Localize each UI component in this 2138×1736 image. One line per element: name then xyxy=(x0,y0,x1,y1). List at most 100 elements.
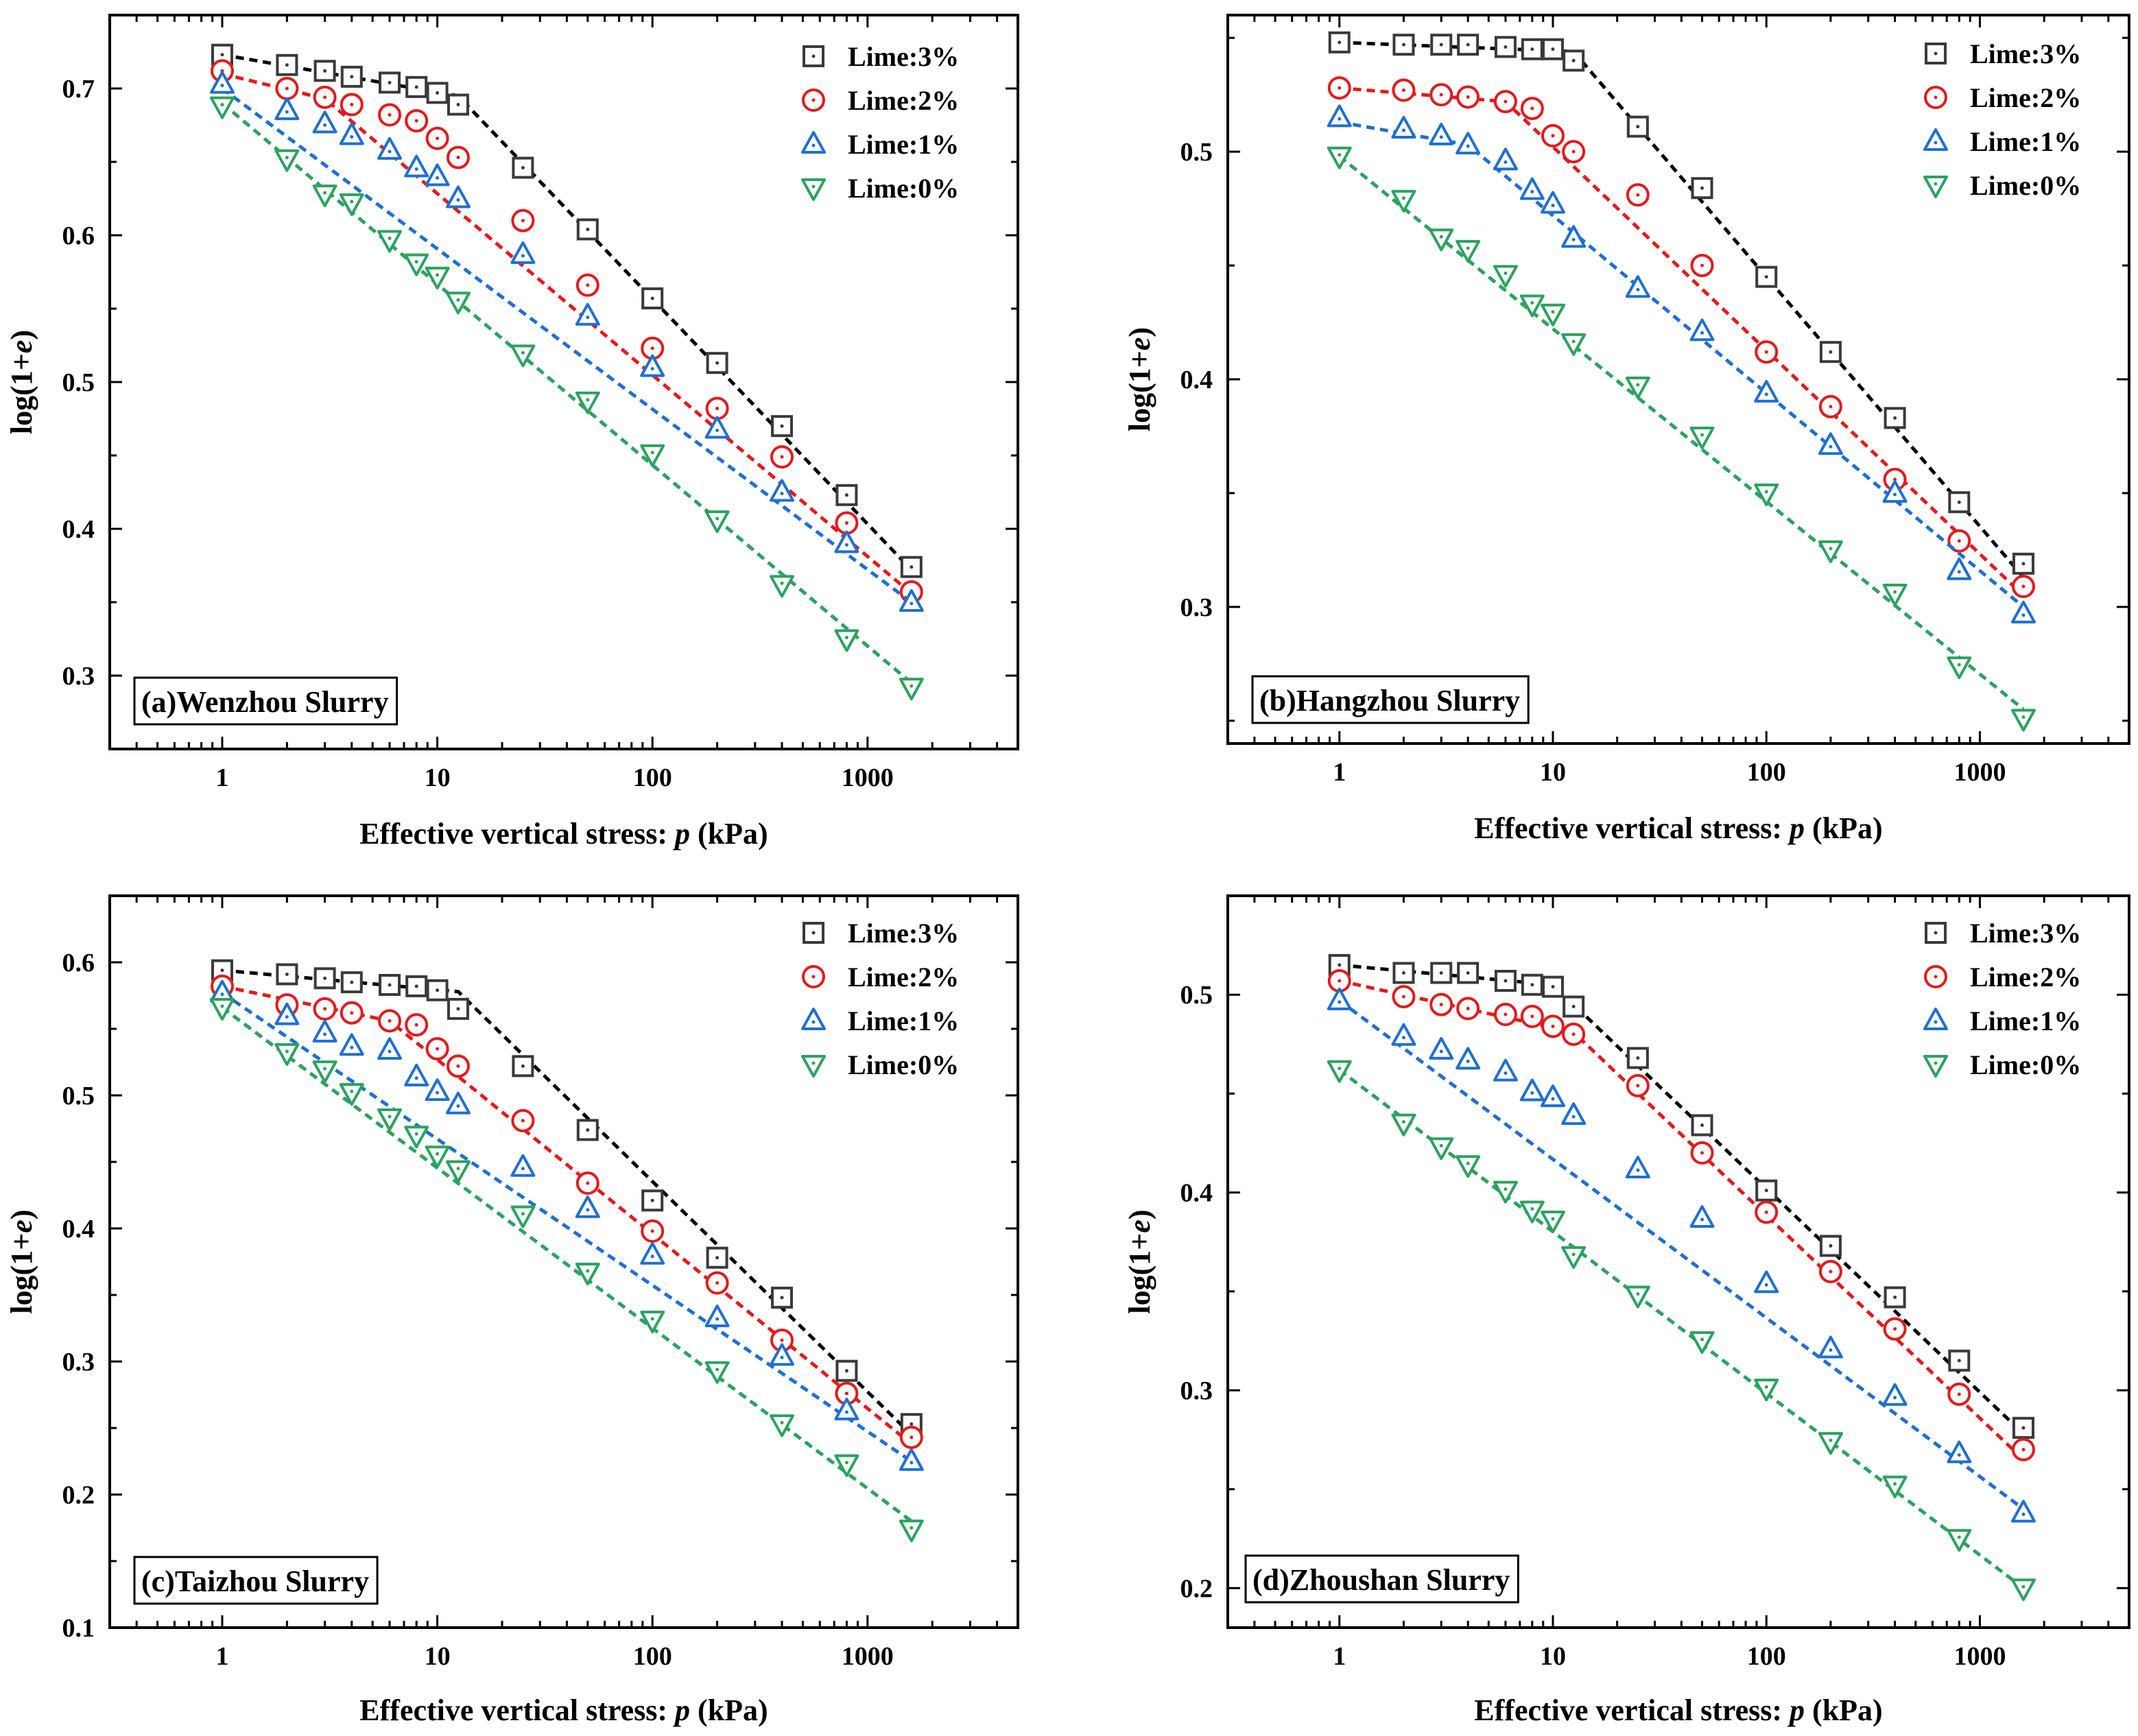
y-axis: 0.3 0.4 0.5 xyxy=(1180,36,2129,722)
y-tick-label: 0.4 xyxy=(1180,366,1213,394)
series-lime-2 xyxy=(1327,76,2035,599)
data-point-triangle-down xyxy=(312,1060,337,1084)
data-point-circle xyxy=(313,997,337,1021)
data-point-triangle-up xyxy=(1540,191,1565,214)
legend-marker-circle xyxy=(802,88,825,112)
data-point-square xyxy=(405,975,428,997)
data-point-circle xyxy=(1392,985,1416,1009)
series-lime-3 xyxy=(1328,31,2034,579)
y-tick-label: 0.2 xyxy=(1180,1574,1213,1603)
data-point-circle xyxy=(511,1108,535,1132)
data-point-triangle-up xyxy=(834,530,859,554)
y-tick-label: 0.3 xyxy=(62,662,95,691)
data-point-triangle-down xyxy=(640,1310,665,1333)
legend-marker-circle xyxy=(1924,965,1947,988)
fit-line xyxy=(1339,40,2025,579)
data-point-circle xyxy=(275,77,299,100)
data-point-square xyxy=(1755,265,1778,288)
data-point-circle xyxy=(1520,1004,1544,1028)
fit-line xyxy=(221,1006,913,1523)
panel-title-text: (d)Zhoushan Slurry xyxy=(1252,1563,1510,1597)
panel-title-text: (b)Hangzhou Slurry xyxy=(1259,684,1520,717)
series-lime-3 xyxy=(211,43,923,578)
data-point-triangle-down xyxy=(425,1145,450,1169)
data-point-circle xyxy=(835,511,859,535)
series-lime-1 xyxy=(209,979,924,1471)
data-point-triangle-down xyxy=(377,230,403,253)
data-point-triangle-up xyxy=(770,479,795,502)
legend-marker-triangle-down xyxy=(801,1055,826,1078)
data-point-circle xyxy=(340,93,364,117)
y-tick-label: 0.5 xyxy=(62,1082,95,1110)
data-point-triangle-up xyxy=(425,163,450,187)
data-point-triangle-down xyxy=(1689,1331,1715,1354)
data-point-triangle-down xyxy=(1754,1379,1779,1402)
data-point-square xyxy=(1328,31,1351,53)
panel-title-box xyxy=(1251,675,1530,724)
data-point-triangle-down xyxy=(1391,1113,1416,1137)
data-point-triangle-down xyxy=(445,292,471,315)
legend-label: Lime:2% xyxy=(848,962,959,992)
data-point-square xyxy=(1819,1235,1842,1257)
data-point-circle xyxy=(1818,394,1842,418)
y-tick-label: 0.4 xyxy=(1180,1179,1213,1208)
data-point-triangle-down xyxy=(899,678,924,701)
data-point-square xyxy=(1392,962,1415,984)
data-point-circle xyxy=(446,1054,470,1078)
y-tick-label: 0.5 xyxy=(62,368,95,397)
data-point-square xyxy=(706,352,728,374)
data-point-square xyxy=(426,82,449,104)
legend-marker-triangle-down xyxy=(1923,1055,1948,1078)
panel-title: (c)Taizhou Slurry xyxy=(133,1556,379,1605)
series-lime-0 xyxy=(209,96,924,701)
data-point-triangle-up xyxy=(1561,1102,1587,1126)
data-point-circle xyxy=(1562,140,1586,164)
x-tick-label: 10 xyxy=(1540,758,1566,787)
data-point-square xyxy=(1563,49,1585,72)
series-lime-2 xyxy=(1327,969,2035,1462)
data-point-triangle-up xyxy=(1456,1047,1481,1070)
data-point-triangle-down xyxy=(274,1043,300,1066)
data-point-square xyxy=(426,979,449,1001)
data-point-circle xyxy=(641,336,665,360)
data-point-square xyxy=(1884,1286,1906,1309)
data-point-triangle-down xyxy=(1754,483,1779,506)
data-point-triangle-down xyxy=(2010,1578,2036,1602)
data-point-square xyxy=(706,1246,728,1269)
data-point-triangle-down xyxy=(404,1126,429,1149)
panel-title-box xyxy=(133,676,399,726)
x-tick-label: 1 xyxy=(1333,758,1346,787)
chart-panel-a-wenzhou-slurry: 1 10 100 1000 0.3 0.4 0.5 0.6 0.7 Effective verti… xyxy=(5,14,1019,851)
data-point-square xyxy=(1430,962,1453,984)
data-point-triangle-down xyxy=(575,391,600,414)
data-point-triangle-down xyxy=(1391,189,1416,213)
data-point-triangle-up xyxy=(404,1063,429,1086)
data-point-triangle-down xyxy=(425,266,450,289)
data-point-circle xyxy=(705,1271,729,1295)
data-point-triangle-down xyxy=(209,96,235,119)
legend-marker-square xyxy=(1925,43,1947,64)
data-point-triangle-up xyxy=(1561,225,1587,248)
data-point-triangle-down xyxy=(1456,1155,1481,1178)
x-tick-label: 10 xyxy=(1540,1642,1566,1671)
data-point-triangle-up xyxy=(1818,432,1843,455)
chart-panel-d-zhoushan-slurry: 1 10 100 1000 0.2 0.3 0.4 0.5 Effective vertical… xyxy=(1123,894,2130,1727)
y-tick-label: 0.6 xyxy=(62,949,95,977)
fit-line xyxy=(222,72,913,595)
data-point-circle xyxy=(641,1219,665,1243)
data-point-square xyxy=(576,1119,599,1141)
data-point-square xyxy=(405,75,428,98)
data-point-triangle-down xyxy=(1818,1431,1843,1455)
data-point-triangle-down xyxy=(445,1160,471,1183)
legend-label: Lime:3% xyxy=(1970,38,2081,69)
data-point-square xyxy=(1457,962,1480,984)
data-point-triangle-down xyxy=(1947,656,1972,680)
data-point-circle xyxy=(1541,1014,1565,1038)
data-point-triangle-down xyxy=(339,193,364,216)
data-point-triangle-down xyxy=(1947,1529,1972,1552)
data-point-triangle-up xyxy=(1947,1440,1972,1464)
data-point-triangle-up xyxy=(2010,1499,2036,1523)
data-point-triangle-up xyxy=(1754,1270,1779,1294)
data-point-triangle-up xyxy=(209,71,235,94)
series-lime-0 xyxy=(1327,146,2036,732)
